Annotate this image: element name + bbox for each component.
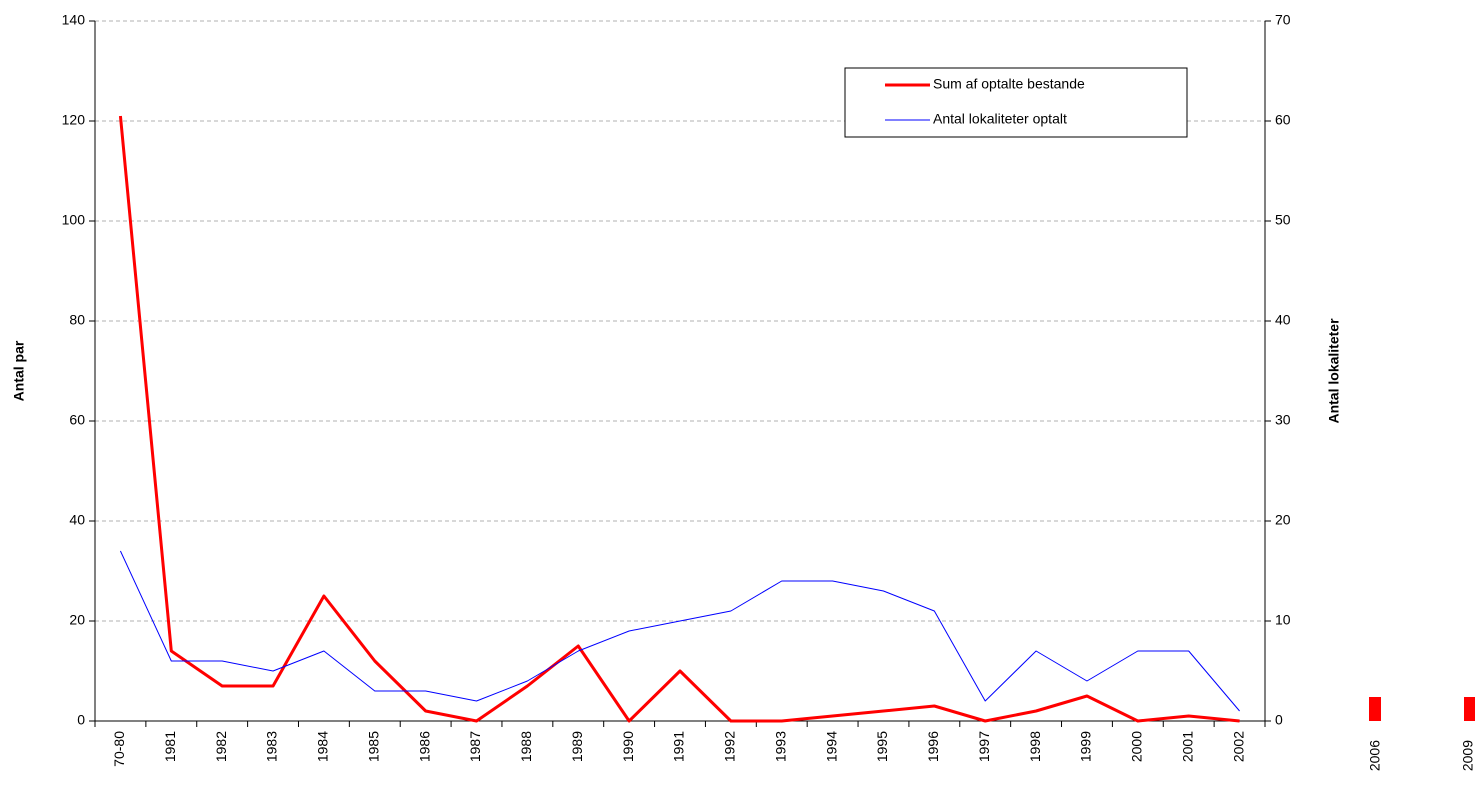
y2-tick-label: 50 [1275, 212, 1291, 228]
x-tick-label: 1981 [162, 731, 178, 762]
x-tick-label: 2002 [1230, 731, 1246, 762]
y2-tick-label: 60 [1275, 112, 1291, 128]
x-tick-label: 1991 [671, 731, 687, 762]
y-axis-label: Antal par [11, 340, 27, 401]
y-tick-label: 40 [69, 512, 85, 528]
x-tick-label: 1988 [518, 731, 534, 762]
y-tick-label: 120 [62, 112, 86, 128]
y2-tick-label: 30 [1275, 412, 1291, 428]
x-tick-label: 1989 [569, 731, 585, 762]
y2-tick-label: 70 [1275, 12, 1291, 28]
y2-tick-label: 10 [1275, 612, 1291, 628]
x-tick-label: 1993 [772, 731, 788, 762]
x-tick-label: 1986 [416, 731, 432, 762]
x-tick-label: 1999 [1078, 731, 1094, 762]
y-tick-label: 140 [62, 12, 86, 28]
y2-tick-label: 0 [1275, 712, 1283, 728]
y-tick-label: 0 [77, 712, 85, 728]
series-line [118, 115, 1240, 723]
x-tick-label: 1983 [264, 731, 280, 762]
x-tick-label: 1985 [365, 731, 381, 762]
x-tick-label: 1982 [213, 731, 229, 762]
x-tick-label: 1990 [620, 731, 636, 762]
annotation: 2009 [1460, 740, 1475, 771]
x-tick-label: 1992 [722, 731, 738, 762]
y2-tick-label: 20 [1275, 512, 1291, 528]
x-tick-label: 2001 [1179, 731, 1195, 762]
y2-axis-label: Antal lokaliteter [1326, 318, 1342, 424]
y-tick-label: 80 [69, 312, 85, 328]
y-tick-label: 60 [69, 412, 85, 428]
legend-label: Sum af optalte bestande [933, 76, 1085, 92]
x-tick-label: 1995 [874, 731, 890, 762]
annotation-marker [1464, 697, 1475, 721]
y-tick-label: 20 [69, 612, 85, 628]
x-tick-label: 70-80 [111, 731, 127, 767]
y-tick-label: 100 [62, 212, 86, 228]
x-tick-label: 1997 [976, 731, 992, 762]
x-tick-label: 1987 [467, 731, 483, 762]
legend-box [844, 67, 1188, 138]
x-tick-label: 1998 [1027, 731, 1043, 762]
x-tick-label: 1996 [925, 731, 941, 762]
y2-tick-label: 40 [1275, 312, 1291, 328]
annotation-marker [1369, 697, 1381, 721]
series-line [119, 550, 1240, 712]
legend-label: Antal lokaliteter optalt [933, 111, 1067, 127]
x-tick-label: 1994 [823, 731, 839, 762]
annotation: 2006 [1367, 740, 1383, 771]
x-tick-label: 1984 [315, 731, 331, 762]
x-tick-label: 2000 [1129, 731, 1145, 762]
